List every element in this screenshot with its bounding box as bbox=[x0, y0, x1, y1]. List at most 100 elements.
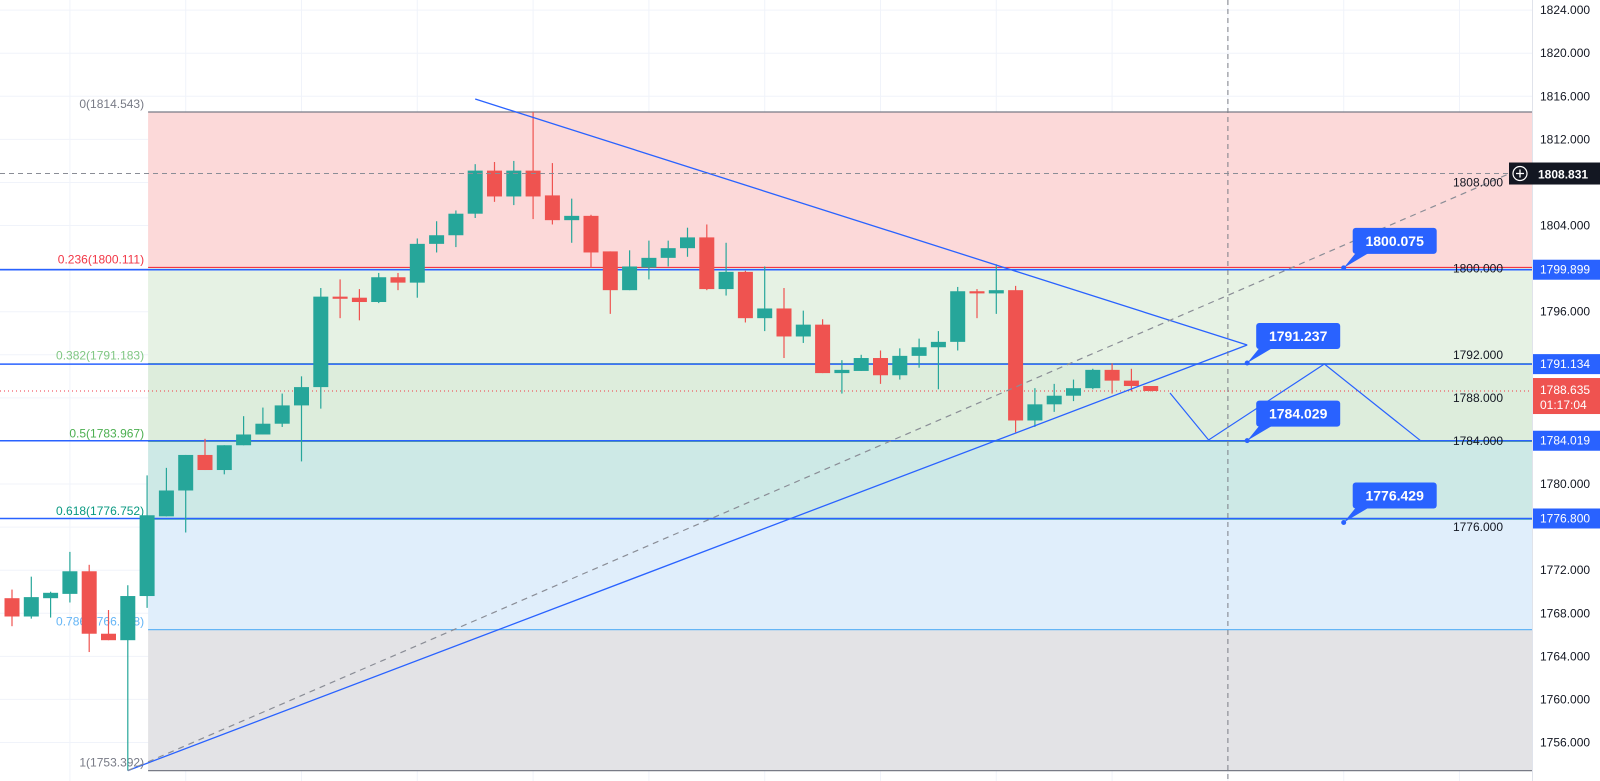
y-tick-label: 1812.000 bbox=[1540, 132, 1590, 146]
price-callouts[interactable]: 1800.075 1791.237 1784.029 1776.429 bbox=[1244, 227, 1437, 525]
candle bbox=[911, 338, 927, 368]
candle bbox=[564, 198, 580, 243]
candle bbox=[158, 467, 174, 517]
candle bbox=[680, 227, 695, 257]
candle-body bbox=[911, 347, 927, 356]
candle bbox=[892, 348, 908, 380]
candle-body bbox=[139, 515, 155, 597]
candle bbox=[1085, 368, 1101, 390]
candle bbox=[1104, 363, 1120, 394]
candle-body bbox=[429, 235, 445, 244]
crosshair-price-tag bbox=[1509, 162, 1600, 185]
candle-body bbox=[602, 251, 618, 291]
candle-body bbox=[699, 237, 715, 290]
price-callout[interactable]: 1800.075 bbox=[1341, 227, 1437, 271]
candle-body bbox=[487, 170, 502, 197]
price-callout[interactable]: 1784.029 bbox=[1244, 400, 1341, 444]
price-callout[interactable]: 1776.429 bbox=[1341, 482, 1437, 525]
candle bbox=[602, 251, 618, 314]
y-tick-label: 1780.000 bbox=[1540, 477, 1590, 491]
candles bbox=[4, 112, 1159, 771]
candle-body bbox=[1143, 386, 1159, 392]
candle-body bbox=[4, 598, 20, 617]
y-tick-label: 1784.000 bbox=[1453, 434, 1503, 448]
callout-anchor-dot bbox=[1341, 265, 1347, 271]
y-tick-label: 1764.000 bbox=[1540, 649, 1590, 663]
horizontal-line-price-label: 1776.800 bbox=[1540, 511, 1590, 525]
candle bbox=[988, 264, 1004, 314]
callout-box bbox=[1352, 227, 1437, 254]
horizontal-lines[interactable] bbox=[0, 268, 1532, 520]
y-tick-label: 1792.000 bbox=[1453, 348, 1503, 362]
callout-pointer bbox=[1247, 347, 1275, 364]
fib-trend-dashed-line[interactable] bbox=[127, 172, 1510, 772]
fib-zone bbox=[148, 519, 1533, 630]
candle bbox=[1123, 368, 1139, 392]
price-callout[interactable]: 1791.237 bbox=[1244, 323, 1341, 366]
candle-body bbox=[294, 387, 309, 406]
fib-zone bbox=[148, 441, 1533, 520]
candle bbox=[409, 238, 425, 298]
candle-body bbox=[892, 355, 908, 376]
candle bbox=[506, 160, 522, 206]
plus-circle-icon[interactable] bbox=[1512, 165, 1528, 182]
y-tick-label: 1768.000 bbox=[1540, 606, 1590, 620]
triangle-lower-line[interactable] bbox=[127, 344, 1248, 772]
candle-body bbox=[988, 290, 1004, 294]
y-tick-label: 1788.000 bbox=[1453, 391, 1503, 405]
candle bbox=[641, 240, 657, 280]
candle bbox=[255, 407, 271, 435]
candle bbox=[101, 610, 116, 641]
horizontal-line-price-tag bbox=[1533, 354, 1600, 375]
plus-glyph bbox=[1516, 169, 1524, 178]
candle-body bbox=[950, 291, 966, 342]
candle bbox=[718, 242, 734, 296]
y-tick-label: 1756.000 bbox=[1540, 736, 1590, 750]
candle-body bbox=[622, 266, 638, 291]
callout-price-label: 1800.075 bbox=[1365, 233, 1424, 249]
candle bbox=[120, 585, 136, 771]
y-tick-label: 1776.000 bbox=[1453, 520, 1503, 534]
candle bbox=[178, 454, 194, 533]
candle-body bbox=[332, 296, 348, 299]
candle-body bbox=[409, 243, 425, 283]
fibonacci-retracement[interactable]: 0(1814.543) 0.236(1800.111) 0.382(1791.183… bbox=[56, 97, 1533, 772]
fib-level-label: 0.236(1800.111) bbox=[58, 252, 144, 266]
candle bbox=[1008, 285, 1024, 433]
candle bbox=[699, 224, 715, 291]
candle-body bbox=[930, 341, 946, 348]
candle bbox=[834, 360, 850, 394]
triangle-upper-line[interactable] bbox=[475, 98, 1248, 346]
candle bbox=[757, 266, 773, 332]
callout-price-label: 1776.429 bbox=[1365, 487, 1424, 503]
horizontal-line-price-label: 1799.899 bbox=[1540, 263, 1590, 277]
callout-pointer bbox=[1247, 424, 1275, 441]
y-tick-label: 1816.000 bbox=[1540, 89, 1590, 103]
callout-price-label: 1791.237 bbox=[1269, 328, 1328, 344]
candle-body bbox=[1046, 395, 1062, 405]
candle bbox=[197, 438, 213, 471]
callout-box bbox=[1256, 323, 1341, 350]
y-tick-label: 1772.000 bbox=[1540, 563, 1590, 577]
crosshair-price-label: 1808.831 bbox=[1538, 168, 1588, 182]
candle-body bbox=[544, 195, 560, 221]
candle-body bbox=[660, 248, 676, 258]
candle-body bbox=[1104, 369, 1120, 381]
y-tick-label: 1800.000 bbox=[1453, 262, 1503, 276]
candle-body bbox=[834, 369, 850, 374]
callout-box bbox=[1256, 400, 1341, 427]
price-axis[interactable]: 1824.000 1820.000 1816.000 1812.000 1808.000… bbox=[1453, 0, 1600, 781]
horizontal-line-price-tag bbox=[1533, 259, 1600, 280]
candle bbox=[216, 445, 232, 475]
candle-body bbox=[101, 633, 116, 641]
candle bbox=[795, 310, 811, 343]
candle bbox=[1027, 388, 1043, 427]
candle-body bbox=[815, 324, 831, 374]
candle bbox=[81, 564, 97, 653]
candle-body bbox=[313, 296, 329, 388]
candle-body bbox=[641, 257, 657, 268]
candle bbox=[815, 319, 831, 374]
candle-body bbox=[1066, 388, 1081, 396]
candle bbox=[390, 272, 406, 291]
